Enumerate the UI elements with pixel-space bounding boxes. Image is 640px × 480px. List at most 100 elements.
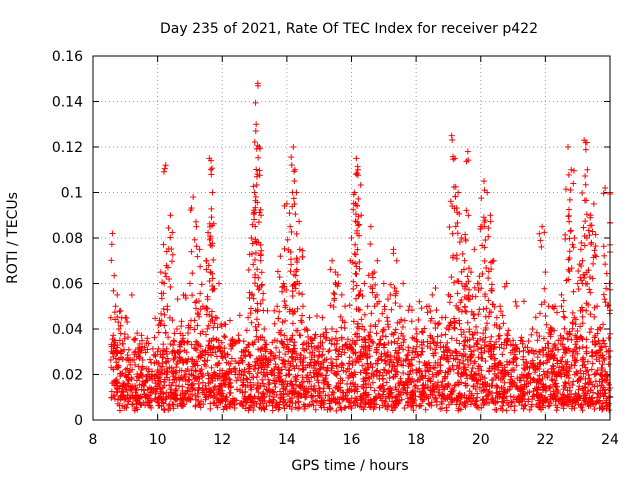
scatter-point-cluster (351, 250, 358, 257)
scatter-point (196, 246, 203, 253)
scatter-point-baseline (367, 329, 374, 336)
scatter-point-baseline (130, 336, 137, 343)
scatter-point-cluster (542, 313, 549, 320)
scatter-point-cluster (482, 313, 489, 320)
scatter-point-baseline (146, 356, 153, 363)
scatter-point-cluster (424, 309, 431, 316)
scatter-point-cluster (472, 293, 479, 300)
scatter-point-baseline (392, 326, 399, 333)
scatter-point (112, 303, 119, 310)
scatter-point-cluster (543, 321, 550, 328)
scatter-point-cluster (603, 285, 610, 292)
scatter-point (539, 223, 546, 230)
scatter-point-cluster (536, 310, 543, 317)
scatter-point (261, 326, 268, 332)
scatter-point-cluster (485, 233, 492, 240)
scatter-point-baseline (242, 389, 249, 396)
scatter-point-baseline (400, 369, 407, 376)
scatter-point-cluster (243, 327, 250, 334)
scatter-point-cluster (419, 345, 426, 352)
scatter-point-cluster (386, 375, 393, 382)
scatter-point (497, 303, 504, 310)
scatter-point-baseline (162, 358, 169, 365)
x-tick-label: 18 (407, 432, 425, 448)
scatter-point-cluster (108, 257, 115, 264)
scatter-point (193, 223, 200, 230)
scatter-point (571, 235, 578, 241)
scatter-point-baseline (159, 363, 166, 370)
scatter-point-cluster (459, 250, 466, 257)
scatter-point-baseline (413, 343, 420, 350)
scatter-point-baseline (248, 394, 255, 401)
scatter-point-cluster (589, 275, 596, 282)
scatter-point-cluster (361, 311, 368, 318)
scatter-point-cluster (564, 336, 571, 343)
scatter-point-baseline (540, 384, 547, 391)
scatter-point (170, 337, 177, 344)
scatter-point-cluster (276, 274, 283, 281)
scatter-point-cluster (257, 206, 264, 213)
scatter-point-cluster (251, 216, 258, 223)
scatter-point-baseline (139, 356, 146, 363)
scatter-point-baseline (155, 381, 162, 388)
scatter-point (306, 314, 313, 321)
scatter-point-baseline (419, 329, 426, 336)
scatter-point-baseline (545, 345, 552, 352)
scatter-point-cluster (566, 235, 573, 242)
scatter-point-cluster (606, 280, 613, 287)
scatter-point-cluster (593, 253, 600, 260)
scatter-point-cluster (586, 329, 593, 336)
scatter-point-baseline (221, 333, 228, 340)
scatter-point-cluster (566, 206, 573, 213)
scatter-point-baseline (185, 330, 192, 337)
scatter-point-cluster (359, 293, 366, 300)
scatter-point-baseline (271, 372, 278, 379)
scatter-point-cluster (208, 205, 215, 212)
scatter-point-cluster (194, 322, 201, 329)
scatter-point-baseline (550, 381, 557, 388)
scatter-point-baseline (573, 368, 580, 375)
scatter-point-cluster (454, 290, 461, 297)
scatter-point-cluster (168, 258, 175, 265)
axis-ticks: 8 10 12 14 16 18 20 22 24 0 0.02 0.04 0.06 0.08 0.1 0.1… (52, 49, 619, 448)
scatter-point-cluster (288, 261, 295, 268)
scatter-point-baseline (143, 365, 150, 372)
scatter-point-baseline (422, 406, 429, 413)
scatter-point-cluster (222, 334, 229, 341)
scatter-point-baseline (261, 406, 268, 413)
scatter-point-baseline (400, 346, 407, 353)
scatter-point-cluster (255, 274, 262, 281)
scatter-point-cluster (536, 372, 543, 379)
scatter-point-cluster (601, 296, 608, 303)
scatter-point-baseline (248, 319, 255, 326)
scatter-point (358, 212, 365, 219)
scatter-point (280, 280, 287, 287)
scatter-point-baseline (369, 379, 376, 386)
scatter-point-cluster (293, 230, 300, 237)
scatter-point-baseline (209, 374, 216, 381)
scatter-point-baseline (184, 338, 191, 345)
scatter-point-cluster (355, 222, 362, 229)
scatter-point-baseline (395, 380, 402, 387)
scatter-point-baseline (576, 383, 583, 390)
scatter-point-baseline (561, 392, 568, 399)
scatter-point-baseline (385, 339, 392, 346)
scatter-point-cluster (567, 227, 574, 234)
scatter-point-baseline (155, 402, 162, 409)
scatter-point-baseline (259, 296, 266, 303)
scatter-point-baseline (282, 351, 289, 358)
scatter-point-baseline (276, 373, 283, 380)
scatter-point (374, 257, 381, 264)
scatter-point-cluster (381, 303, 388, 310)
scatter-point-cluster (570, 288, 577, 295)
scatter-point-baseline (134, 330, 141, 337)
scatter-point-baseline (588, 366, 595, 373)
scatter-point-baseline (371, 387, 378, 394)
scatter-point-cluster (562, 186, 569, 193)
scatter-point-baseline (520, 365, 527, 372)
scatter-point-cluster (463, 308, 470, 315)
scatter-point-cluster (291, 178, 298, 185)
scatter-point-cluster (582, 218, 589, 225)
scatter-point-cluster (254, 266, 261, 273)
scatter-point-cluster (582, 181, 589, 188)
